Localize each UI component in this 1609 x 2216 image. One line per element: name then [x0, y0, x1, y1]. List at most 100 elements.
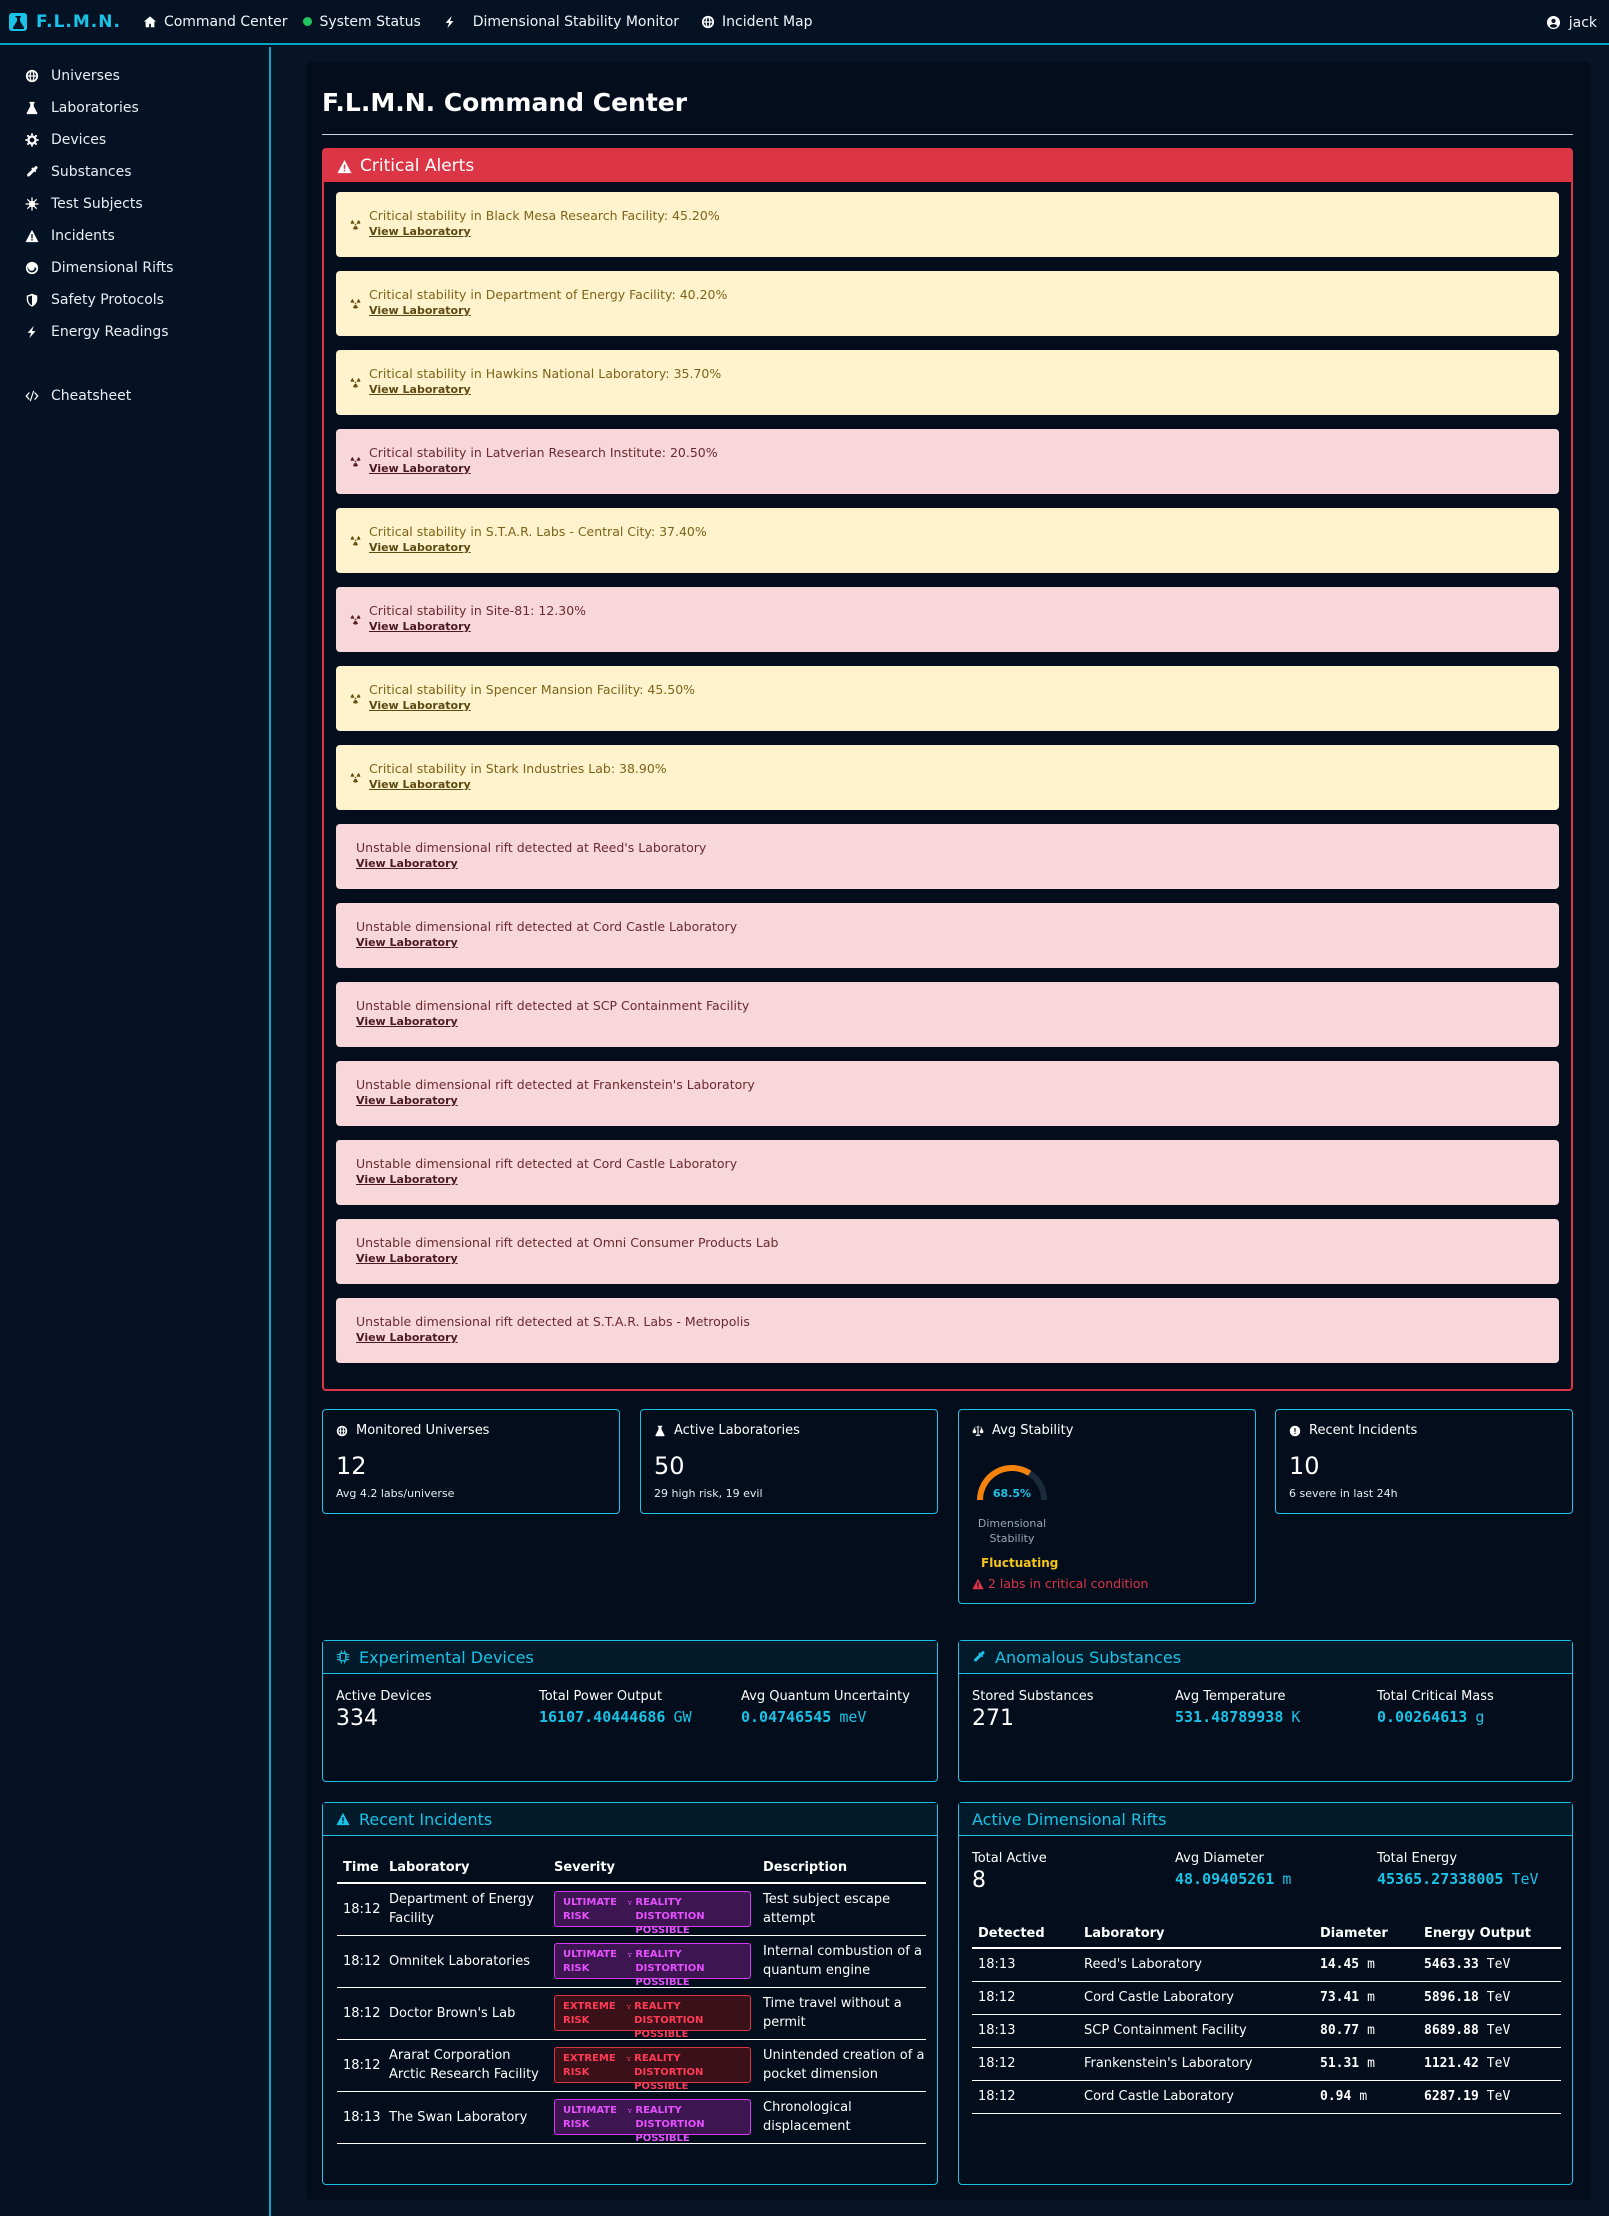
sidebar-item-substances[interactable]: Substances: [0, 156, 269, 188]
view-laboratory-link[interactable]: View Laboratory: [369, 225, 471, 238]
sidebar-item-test-subjects[interactable]: Test Subjects: [0, 188, 269, 220]
rift-energy: 5463.33 TeV: [1418, 1948, 1561, 1982]
sidebar-item-label: Laboratories: [51, 100, 139, 116]
nav-command-center[interactable]: Command Center: [143, 13, 288, 30]
user-menu[interactable]: jack: [1546, 0, 1597, 45]
sidebar-item-universes[interactable]: Universes: [0, 60, 269, 92]
view-laboratory-link[interactable]: View Laboratory: [356, 1331, 458, 1344]
rifts-table-body: 18:13 Reed's Laboratory 14.45 m 5463.33 TeV 18…: [972, 1948, 1561, 2114]
brand[interactable]: F.L.M.N.: [0, 12, 121, 32]
table-row[interactable]: 18:12 Omnitek Laboratories ULTIMATE RISK RE…: [337, 1935, 926, 1988]
stat-title-label: Avg Stability: [992, 1423, 1074, 1438]
sidebar-item-devices[interactable]: Devices: [0, 124, 269, 156]
view-laboratory-link[interactable]: View Laboratory: [369, 541, 471, 554]
gauge-label: Dimensional Stability: [977, 1517, 1047, 1545]
rifts-table: Detected Laboratory Diameter Energy Outp…: [972, 1920, 1561, 2114]
stat-title: Monitored Universes: [336, 1423, 489, 1438]
view-laboratory-link[interactable]: View Laboratory: [356, 1252, 458, 1265]
rift-diameter-value: 14.45: [1320, 1957, 1360, 1973]
table-row[interactable]: 18:12 Cord Castle Laboratory 0.94 m 6287.19 T…: [972, 2080, 1561, 2114]
alert-item: Unstable dimensional rift detected at Om…: [336, 1219, 1559, 1284]
metric-value: 334: [336, 1706, 378, 1731]
warning-triangle-icon: [972, 1578, 984, 1589]
stat-card-stability: Avg Stability 68.5% Dimensional Stabilit…: [958, 1409, 1256, 1604]
incident-description: Chronological displacement: [757, 2091, 926, 2144]
gauge-value: 68.5%: [993, 1487, 1031, 1500]
total-energy-metric: Total Energy 45365.27338005 TeV: [1377, 1851, 1539, 1888]
view-laboratory-link[interactable]: View Laboratory: [356, 936, 458, 949]
table-row[interactable]: 18:13 The Swan Laboratory ULTIMATE RISK REA…: [337, 2091, 926, 2144]
stat-value: 12: [336, 1452, 367, 1480]
reality-distortion-label: REALITY DISTORTION POSSIBLE: [634, 2001, 704, 2040]
column-header: Time: [337, 1853, 383, 1884]
view-laboratory-link[interactable]: View Laboratory: [356, 1094, 458, 1107]
rift-diameter-value: 51.31: [1320, 2056, 1360, 2071]
view-laboratory-link[interactable]: View Laboratory: [369, 620, 471, 633]
sidebar-item-safety-protocols[interactable]: Safety Protocols: [0, 284, 269, 316]
nav-stability-monitor[interactable]: Dimensional Stability Monitor: [443, 14, 679, 30]
sidebar-item-incidents[interactable]: Incidents: [0, 220, 269, 252]
flask-icon: [26, 101, 38, 115]
view-laboratory-link[interactable]: View Laboratory: [356, 857, 458, 870]
table-header-row: Time Laboratory Severity Description: [337, 1853, 926, 1884]
incidents-table: Time Laboratory Severity Description 18:…: [337, 1853, 926, 2144]
alert-item: Critical stability in Department of Ener…: [336, 271, 1559, 336]
nav-incident-map[interactable]: Incident Map: [701, 14, 813, 30]
metric-unit: TeV: [1511, 1870, 1539, 1888]
view-laboratory-link[interactable]: View Laboratory: [369, 462, 471, 475]
table-row[interactable]: 18:13 Reed's Laboratory 14.45 m 5463.33 TeV: [972, 1948, 1561, 1982]
alert-message: Critical stability in Stark Industries L…: [369, 761, 667, 776]
table-row[interactable]: 18:12 Department of Energy Facility ULTIMA…: [337, 1883, 926, 1936]
view-laboratory-link[interactable]: View Laboratory: [369, 778, 471, 791]
rift-energy-unit: TeV: [1486, 2089, 1511, 2104]
critical-labs-warning: 2 labs in critical condition: [972, 1576, 1148, 1591]
anomalous-substances-panel: Anomalous Substances Stored Substances 2…: [958, 1640, 1573, 1782]
severity-badge: ULTIMATE RISK REALITY DISTORTION POSSIBLE: [554, 2099, 751, 2144]
table-row[interactable]: 18:12 Frankenstein's Laboratory 51.31 m 1121…: [972, 2047, 1561, 2081]
view-laboratory-link[interactable]: View Laboratory: [369, 699, 471, 712]
table-row[interactable]: 18:12 Ararat Corporation Arctic Research …: [337, 2039, 926, 2092]
alert-message: Critical stability in Black Mesa Researc…: [369, 208, 720, 223]
metric-number: 48.09405261: [1175, 1870, 1275, 1888]
stat-card-laboratories: Active Laboratories 50 29 high risk, 19 …: [640, 1409, 938, 1514]
sidebar-item-laboratories[interactable]: Laboratories: [0, 92, 269, 124]
rift-diameter-unit: m: [1367, 2056, 1375, 2071]
radiation-icon: [350, 773, 361, 783]
rift-diameter: 73.41 m: [1314, 1981, 1418, 2015]
metric-value: 531.48789938 K: [1175, 1708, 1300, 1726]
nav-command-center-label: Command Center: [163, 13, 288, 30]
metric-number: 0.04746545: [741, 1708, 832, 1726]
incidents-table-body: 18:12 Department of Energy Facility ULTIMA…: [337, 1883, 926, 2144]
active-devices-metric: Active Devices 334: [336, 1689, 432, 1731]
alert-message: Unstable dimensional rift detected at Om…: [356, 1235, 779, 1250]
alert-message: Unstable dimensional rift detected at Re…: [356, 840, 707, 855]
stat-title-label: Monitored Universes: [356, 1423, 490, 1438]
globe-icon: [25, 69, 39, 83]
sidebar-item-cheatsheet[interactable]: Cheatsheet: [0, 380, 269, 412]
panel-title: Recent Incidents: [359, 1809, 493, 1829]
nav-system-status[interactable]: System Status: [303, 14, 421, 30]
reality-distortion-tag: REALITY DISTORTION POSSIBLE: [627, 1896, 742, 1936]
alert-message: Critical stability in Spencer Mansion Fa…: [369, 682, 696, 697]
panel-title: Anomalous Substances: [995, 1647, 1182, 1667]
table-row[interactable]: 18:12 Doctor Brown's Lab EXTREME RISK REALI…: [337, 1987, 926, 2040]
exclamation-circle-icon: [1289, 1425, 1301, 1436]
metric-label: Total Active: [972, 1851, 1047, 1866]
rift-diameter-unit: m: [1359, 2089, 1368, 2104]
view-laboratory-link[interactable]: View Laboratory: [356, 1015, 458, 1028]
table-row[interactable]: 18:13 SCP Containment Facility 80.77 m 8689.…: [972, 2014, 1561, 2048]
view-laboratory-link[interactable]: View Laboratory: [369, 383, 471, 396]
alert-message: Unstable dimensional rift detected at SC…: [356, 998, 750, 1013]
metric-number: 0.00264613: [1377, 1708, 1468, 1726]
code-icon: [25, 390, 39, 402]
brand-label: F.L.M.N.: [36, 11, 121, 32]
rift-energy: 8689.88 TeV: [1418, 2014, 1561, 2048]
stat-subtext: 29 high risk, 19 evil: [654, 1487, 763, 1500]
view-laboratory-link[interactable]: View Laboratory: [356, 1173, 458, 1186]
view-laboratory-link[interactable]: View Laboratory: [369, 304, 471, 317]
table-row[interactable]: 18:12 Cord Castle Laboratory 73.41 m 5896.18…: [972, 1981, 1561, 2015]
sidebar-item-dimensional-rifts[interactable]: Dimensional Rifts: [0, 252, 269, 284]
recent-incidents-panel: Recent Incidents Time Laboratory Severit…: [322, 1802, 938, 2185]
sidebar-item-energy-readings[interactable]: Energy Readings: [0, 316, 269, 348]
column-header: Severity: [548, 1853, 757, 1884]
